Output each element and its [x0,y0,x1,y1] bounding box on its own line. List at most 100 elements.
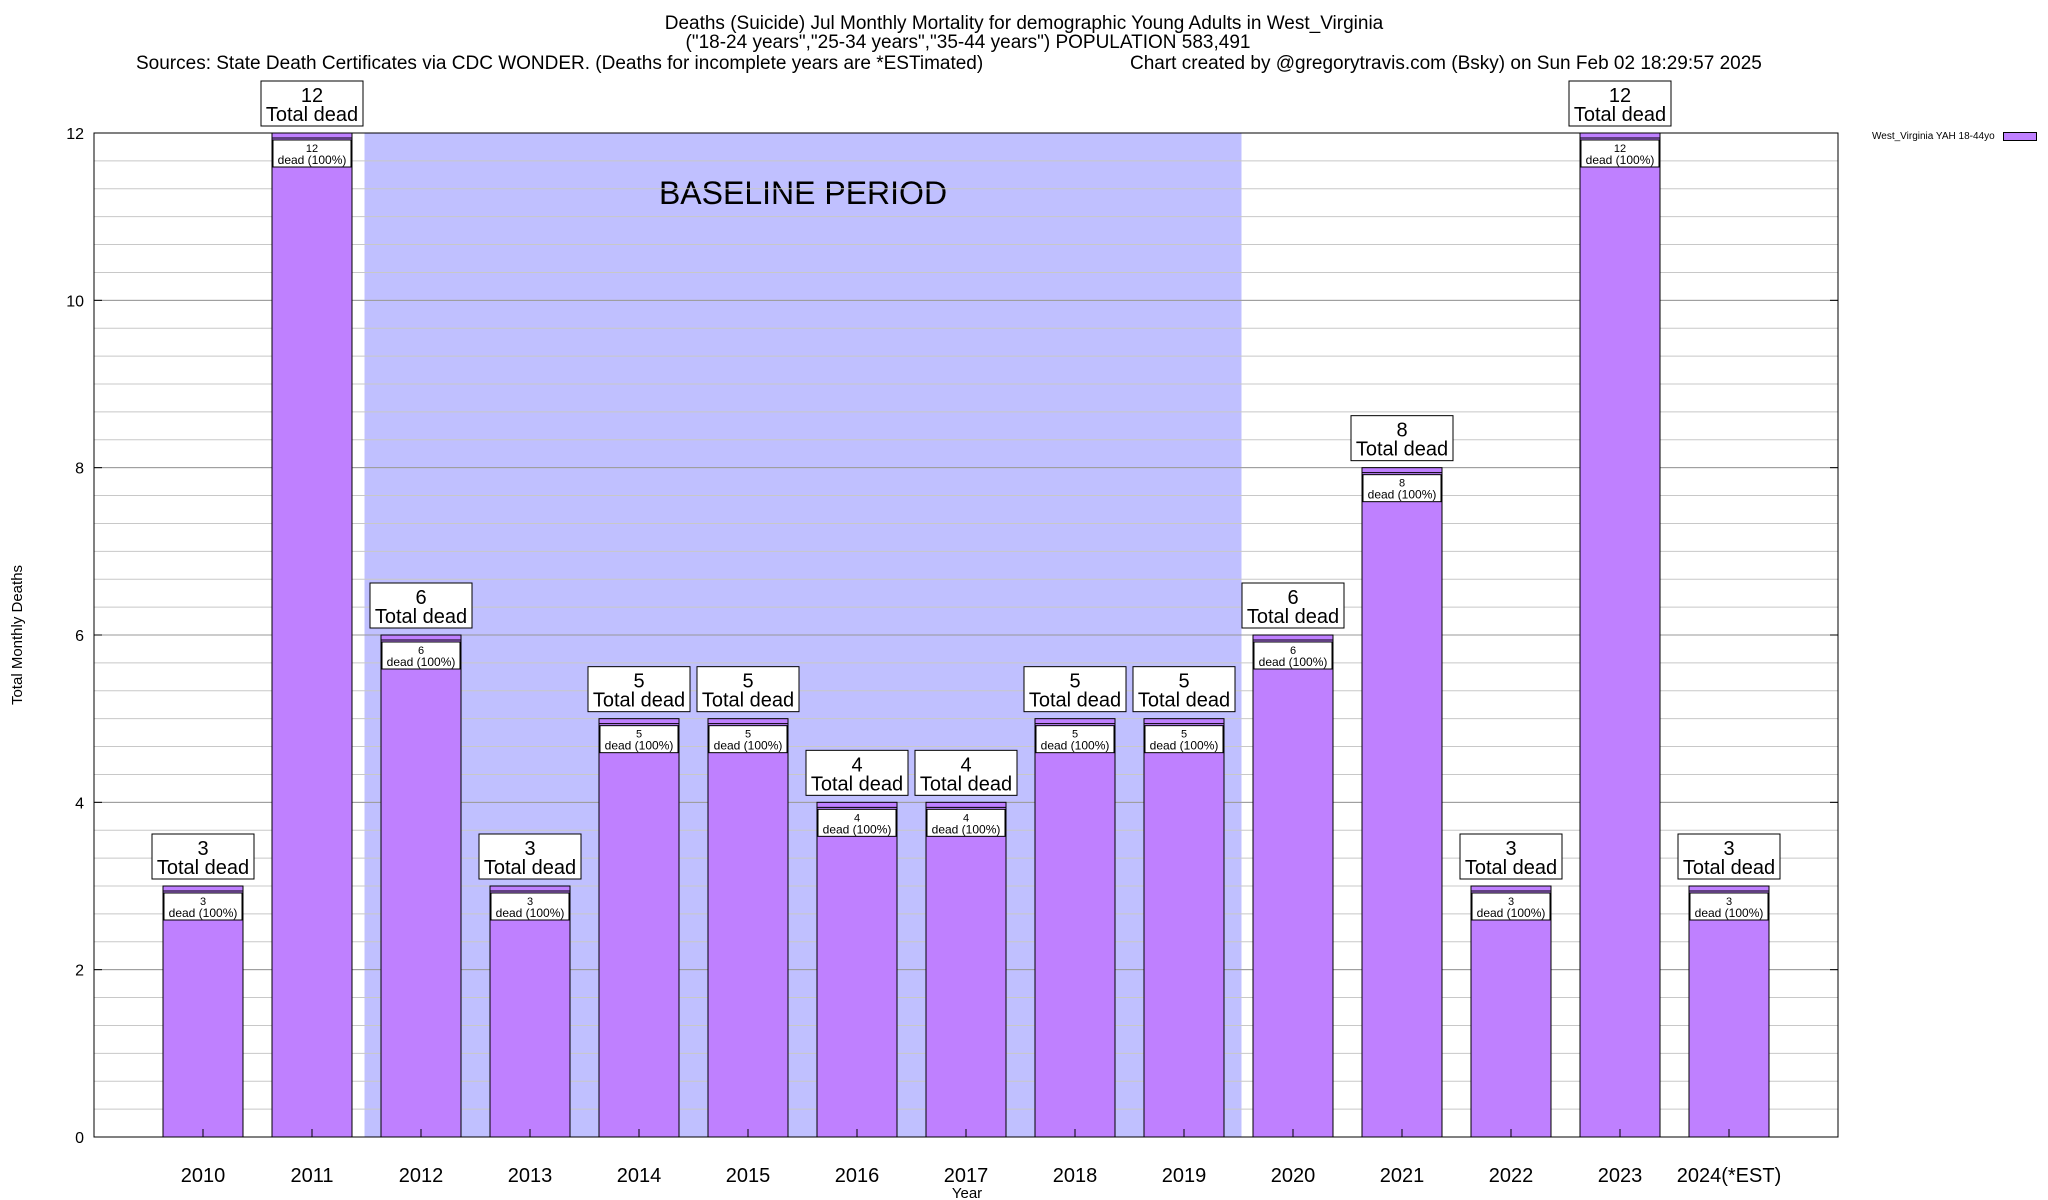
x-tick-label: 2011 [290,1165,333,1187]
bar-inner-label-box [1580,139,1660,168]
x-axis-label: Year [952,1185,982,1200]
bar-total-label: Total dead [702,690,794,712]
plot-border [93,132,1839,1138]
bar-inner-label-box [1362,474,1442,503]
x-tick-label: 2019 [1162,1165,1207,1187]
bar-total-label: Total dead [1683,857,1775,879]
bar-total-value: 4 [851,754,862,776]
bar-inner-value: 5 [745,729,751,741]
y-axis-label: Total Monthly Deaths [9,565,26,705]
bar-inner-label-box [163,892,243,921]
bar-total-label-box [805,749,909,796]
bar-total-label-box [1023,666,1127,713]
baseline-label: BASELINE PERIOD [659,175,947,211]
y-tick-label: 0 [75,1130,84,1147]
bar-inner-pct: dead (100%) [1695,906,1764,920]
y-tick-label: 12 [66,126,84,143]
bar-total-label: Total dead [811,773,903,795]
bar [489,885,571,1138]
x-tick-label: 2018 [1053,1165,1098,1187]
bar-inner-pct: dead (100%) [823,822,892,836]
bar-inner-pct: dead (100%) [496,906,565,920]
bar-inner-label-box [1035,725,1115,754]
bar [1470,885,1552,1138]
chart-sources: Sources: State Death Certificates via CD… [136,53,984,74]
bar [925,801,1007,1138]
bar-total-label-box [1459,833,1563,880]
chart-credit: Chart created by @gregorytravis.com (Bsk… [1130,53,1762,74]
bar-inner-label-box [817,808,897,837]
bar-inner-label-box [708,725,788,754]
legend: West_Virginia YAH 18-44yo [1872,131,2037,142]
bar-total-label: Total dead [920,773,1012,795]
bar-total-label: Total dead [1138,690,1230,712]
bar-inner-value: 5 [1181,729,1187,741]
bar-total-value: 6 [1287,587,1298,609]
bar-inner-pct: dead (100%) [169,906,238,920]
bar-total-label-box [696,666,800,713]
bar-total-value: 5 [633,671,644,693]
bar-inner-pct: dead (100%) [1041,739,1110,753]
bar-inner-label-box [926,808,1006,837]
bar-total-value: 12 [301,85,323,107]
x-tick-label: 2021 [1380,1165,1425,1187]
bar-inner-value: 3 [200,896,206,908]
bar-inner-value: 3 [527,896,533,908]
bar-inner-pct: dead (100%) [605,739,674,753]
bar-inner-value: 5 [1072,729,1078,741]
bar-total-value: 5 [742,671,753,693]
bar-total-label-box [914,749,1018,796]
bar-total-value: 6 [415,587,426,609]
bar-inner-value: 5 [636,729,642,741]
bar [816,801,898,1138]
x-tick-label: 2020 [1271,1165,1316,1187]
bar [380,634,462,1138]
x-tick-label: 2016 [835,1165,880,1187]
bar-inner-label-box [1471,892,1551,921]
y-tick-label: 6 [75,628,84,645]
x-tick-label: 2015 [726,1165,771,1187]
bar-inner-pct: dead (100%) [1586,153,1655,167]
legend-swatch [2002,131,2037,141]
bar-inner-label-box [1689,892,1769,921]
bar-total-label-box [260,80,364,127]
bar-total-label: Total dead [1574,104,1666,126]
x-tick-label: 2014 [617,1165,662,1187]
bar-total-label: Total dead [1465,857,1557,879]
bar-inner-label-box [272,139,352,168]
bar-total-value: 3 [1723,838,1734,860]
bar-inner-value: 6 [1290,645,1296,657]
bar-inner-value: 12 [1614,143,1626,155]
bar [271,132,353,1138]
bar-inner-label-box [490,892,570,921]
bar [598,718,680,1138]
x-tick-label: 2013 [508,1165,553,1187]
x-tick-label: 2010 [181,1165,226,1187]
bar-inner-label-box [1253,641,1333,670]
bar-total-label-box [369,582,473,629]
bar-total-value: 3 [1505,838,1516,860]
y-tick-label: 10 [66,293,84,310]
bar-total-label: Total dead [1356,439,1448,461]
bar-inner-value: 3 [1726,896,1732,908]
bar-total-label: Total dead [266,104,358,126]
y-tick-label: 4 [75,795,84,812]
bar [1252,634,1334,1138]
bar-total-label: Total dead [1247,606,1339,628]
bar [1361,467,1443,1138]
bar-inner-label-box [381,641,461,670]
bar-inner-value: 12 [306,143,318,155]
bar-inner-pct: dead (100%) [932,822,1001,836]
bar-total-value: 5 [1069,671,1080,693]
bar [1143,718,1225,1138]
bar [1688,885,1770,1138]
bar-inner-value: 4 [963,812,969,824]
bar-inner-pct: dead (100%) [1477,906,1546,920]
bar [1579,132,1661,1138]
bar-inner-pct: dead (100%) [714,739,783,753]
bar-inner-pct: dead (100%) [1150,739,1219,753]
x-tick-label: 2017 [944,1165,989,1187]
chart-subtitle: ("18-24 years","25-34 years","35-44 year… [685,32,1251,53]
bar-inner-pct: dead (100%) [1368,488,1437,502]
bar [162,885,244,1138]
